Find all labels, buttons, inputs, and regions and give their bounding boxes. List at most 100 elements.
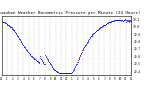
Point [36,60,38,62]
Point [38,62,41,64]
Point [12,29,15,30]
Point [49,64,52,65]
Point [66,73,69,74]
Point [64,73,67,74]
Point [18,38,20,39]
Point [12,30,15,31]
Point [102,25,104,27]
Point [100,26,103,27]
Point [27,52,30,53]
Point [128,21,131,22]
Point [11,28,14,30]
Point [76,62,78,63]
Point [85,43,88,44]
Point [24,47,26,48]
Point [84,45,87,46]
Point [77,59,79,61]
Point [44,64,46,65]
Point [36,60,39,62]
Point [51,66,53,67]
Point [17,36,20,38]
Point [122,19,125,21]
Point [45,56,47,58]
Point [68,73,70,74]
Point [87,39,90,41]
Point [78,56,81,58]
Point [114,19,117,21]
Point [94,31,96,33]
Point [80,52,83,53]
Point [55,70,57,72]
Point [57,71,59,73]
Point [16,36,19,37]
Point [81,50,83,51]
Point [109,21,111,22]
Point [0,20,3,22]
Point [35,60,38,62]
Point [29,53,31,55]
Point [27,51,29,53]
Point [128,20,130,22]
Point [64,73,66,74]
Point [80,53,82,55]
Point [97,29,99,30]
Point [80,51,83,53]
Point [60,73,63,74]
Point [7,25,10,26]
Point [4,22,7,24]
Point [13,31,16,32]
Point [106,22,108,24]
Point [14,32,17,33]
Point [88,39,90,40]
Point [125,20,128,22]
Point [91,33,94,35]
Point [112,20,115,22]
Point [126,19,128,21]
Point [46,59,49,60]
Point [20,41,22,42]
Point [3,22,5,23]
Point [43,63,45,64]
Point [53,69,56,70]
Point [127,20,129,22]
Point [35,59,37,61]
Point [59,73,62,74]
Point [40,58,42,59]
Point [121,19,124,21]
Point [50,65,53,67]
Point [112,20,114,22]
Point [32,57,34,59]
Point [69,73,71,74]
Point [123,19,126,21]
Point [107,22,110,23]
Point [110,20,113,22]
Point [68,73,71,74]
Point [129,20,131,22]
Point [116,19,119,21]
Point [74,66,76,67]
Point [58,72,60,73]
Point [124,19,126,21]
Point [9,26,12,27]
Point [46,58,48,59]
Point [34,59,36,60]
Point [86,41,89,42]
Point [12,28,14,30]
Point [13,31,16,33]
Point [127,19,130,21]
Point [22,45,25,47]
Point [52,68,55,70]
Point [96,29,99,30]
Point [110,21,112,22]
Point [40,59,43,60]
Point [89,36,92,37]
Point [76,63,78,64]
Point [73,68,76,69]
Point [88,38,91,39]
Point [94,31,97,32]
Point [63,73,66,74]
Point [101,26,103,27]
Point [122,20,124,22]
Point [70,72,72,73]
Point [31,56,34,58]
